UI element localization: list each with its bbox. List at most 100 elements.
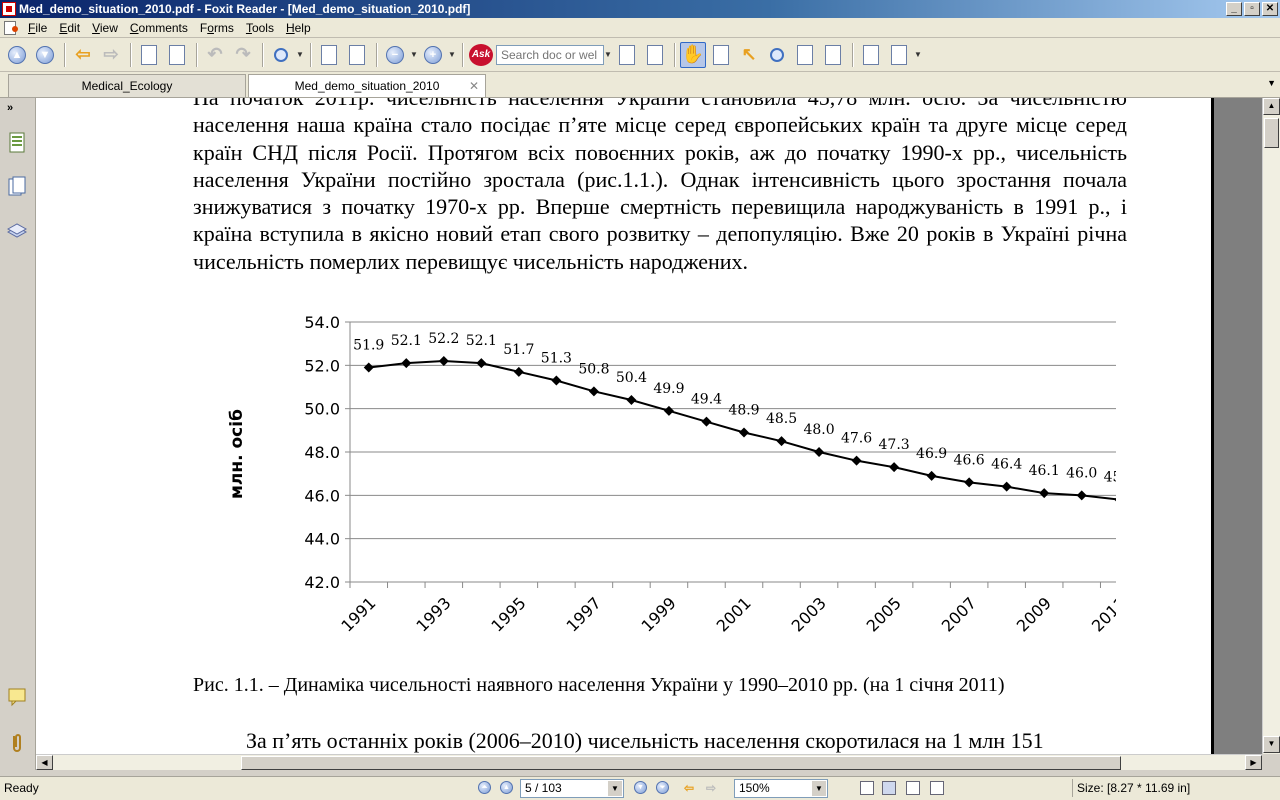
data-point [588,386,599,397]
horizontal-scroll-thumb[interactable] [241,756,1121,770]
redo-icon: ↷ [235,44,251,64]
zoom-in-button[interactable]: + [420,42,446,68]
last-page-icon[interactable]: ⏷ [656,781,670,795]
comments-panel-icon[interactable] [7,686,27,708]
data-point [438,356,449,366]
scroll-right-button[interactable]: ▶ [1245,755,1262,770]
insert-pages-button[interactable] [164,42,190,68]
back-arrow-icon: ⇦ [75,44,91,64]
select-text-button[interactable] [708,42,734,68]
extract-pages-button[interactable] [136,42,162,68]
scroll-down-button[interactable]: ▼ [1263,736,1280,753]
next-page-icon[interactable]: ▼ [634,781,648,795]
zoom-in-dropdown[interactable]: ▼ [448,50,456,59]
binoculars-icon [770,47,784,62]
paperclip-svg [13,734,21,752]
prev-page-icon[interactable]: ▲ [500,781,514,795]
attachments-icon[interactable] [7,732,27,754]
search-input[interactable] [496,44,604,65]
menu-view[interactable]: View [92,20,118,35]
document-menu-icon[interactable] [4,20,18,35]
bookmarks-icon[interactable] [7,132,27,154]
next-result-button[interactable] [642,42,668,68]
back-button[interactable]: ⇦ [70,42,96,68]
collapse-panel-icon[interactable]: » [7,102,14,114]
data-label: 48.5 [766,411,797,427]
zoom-dropdown-icon[interactable]: ▼ [812,781,826,796]
pages-panel-icon[interactable] [7,176,27,198]
zoom-tool-button[interactable] [268,42,294,68]
annotation-select-button[interactable]: ↖ [736,42,762,68]
data-point [476,358,487,369]
menu-edit[interactable]: Edit [59,20,81,35]
horizontal-scrollbar[interactable]: ◀ ▶ [36,754,1262,770]
document-view[interactable]: На початок 2011р. чисельність населення … [36,98,1262,754]
vertical-scrollbar[interactable]: ▲ ▼ [1262,98,1280,754]
redo-button[interactable]: ↷ [230,42,256,68]
menu-forms[interactable]: Forms [199,20,234,35]
undo-button[interactable]: ↶ [202,42,228,68]
next-page-button[interactable]: ▼ [32,42,58,68]
page-dropdown-icon[interactable]: ▼ [608,781,622,796]
zoom-tool-dropdown[interactable]: ▼ [296,50,304,59]
minimize-button[interactable]: _ [1226,2,1242,16]
fit-width-icon [349,44,365,65]
ask-search-logo[interactable]: Ask [468,42,494,68]
page-size-text: Size: [8.27 * 11.69 in] [1072,779,1190,797]
menu-tools[interactable]: Tools [245,20,274,35]
tab-med-demo-situation[interactable]: Med_demo_situation_2010 ✕ [248,74,486,97]
continuous-facing-icon[interactable] [930,781,944,795]
zoom-out-button[interactable]: − [382,42,408,68]
single-page-icon[interactable] [860,781,874,795]
vertical-scroll-thumb[interactable] [1264,118,1279,148]
zoom-level-input[interactable]: 150% ▼ [734,779,828,798]
plus-icon: + [424,45,442,64]
tab-list-dropdown[interactable]: ▼ [1267,78,1276,88]
search-dropdown[interactable]: ▼ [604,50,612,59]
fit-width-button[interactable] [344,42,370,68]
data-label: 46.0 [1066,465,1097,481]
x-axis-ticks: 1991 1993 1995 1997 1999 2001 2003 2005 2007 2009… [337,582,1116,636]
text-select-icon [713,44,729,65]
data-label: 45.8 [1104,470,1116,486]
menu-comments[interactable]: Comments [129,20,188,35]
menu-help[interactable]: Help [285,20,311,35]
pattern-dropdown[interactable]: ▼ [914,50,922,59]
pattern-tool-button[interactable] [886,42,912,68]
note-tool-button[interactable] [858,42,884,68]
tab-label: Med_demo_situation_2010 [294,79,440,93]
x-tick-label: 2005 [863,593,905,635]
fit-page-button[interactable] [316,42,342,68]
find-button[interactable] [764,42,790,68]
hand-tool-button[interactable]: ✋ [680,41,706,68]
layers-icon[interactable] [6,220,28,242]
population-chart: 42.044.046.048.050.052.054.0 1991 1993 199… [227,313,1116,636]
first-page-icon[interactable]: ⏶ [478,781,492,795]
continuous-page-icon[interactable] [882,781,896,795]
page-number-value: 5 / 103 [525,781,562,795]
tab-close-icon[interactable]: ✕ [468,79,479,93]
typewriter-button[interactable] [792,42,818,68]
zoom-out-dropdown[interactable]: ▼ [410,50,418,59]
scroll-left-button[interactable]: ◀ [36,755,53,770]
data-point [776,436,787,447]
data-label: 52.2 [428,331,459,347]
status-back-icon[interactable]: ⇦ [684,781,695,795]
previous-page-button[interactable]: ▲ [4,42,30,68]
data-label: 49.4 [691,392,722,408]
data-label: 46.4 [991,457,1022,473]
status-forward-icon[interactable]: ⇨ [706,781,717,795]
scroll-up-button[interactable]: ▲ [1263,98,1280,115]
menu-file[interactable]: File [28,20,48,35]
tab-medical-ecology[interactable]: Medical_Ecology [8,74,246,97]
snapshot-button[interactable] [820,42,846,68]
toolbar: ▲ ▼ ⇦ ⇨ ↶ ↷ ▼ − ▼ + ▼ Ask ▼ ✋ ↖ ▼ [0,38,1280,72]
up-arrow-icon: ▲ [8,45,26,64]
zoom-level-value: 150% [739,781,770,795]
forward-button[interactable]: ⇨ [98,42,124,68]
facing-page-icon[interactable] [906,781,920,795]
page-number-input[interactable]: 5 / 103 ▼ [520,779,624,798]
restore-button[interactable]: ▫ [1244,2,1260,16]
previous-result-button[interactable] [614,42,640,68]
close-button[interactable]: ✕ [1262,2,1278,16]
